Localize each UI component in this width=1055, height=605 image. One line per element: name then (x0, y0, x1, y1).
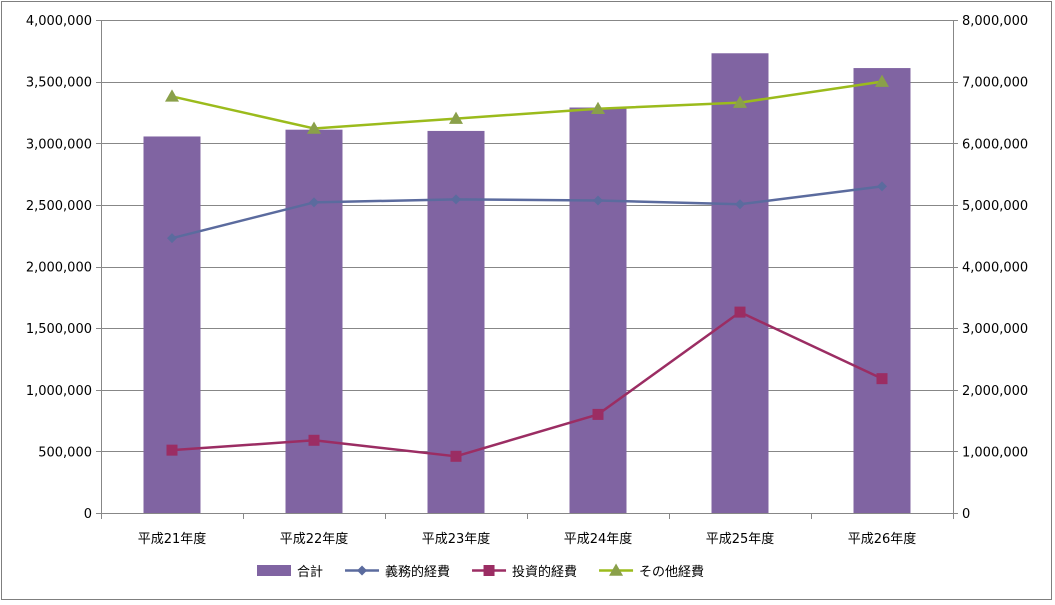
legend-marker-4 (609, 563, 624, 576)
y-tick-label-right-7: 7,000,000 (962, 76, 1028, 91)
point-2-5 (734, 306, 746, 318)
y-tick-label-left-8: 4,000,000 (26, 14, 92, 29)
y-tick-label-right-6: 6,000,000 (962, 137, 1028, 152)
bar-1 (143, 136, 201, 513)
y-tick-label-right-5: 5,000,000 (962, 199, 1028, 214)
point-3-5 (733, 95, 747, 108)
series-line-1 (171, 185, 883, 240)
line-series (165, 74, 889, 462)
y-tick-label-right-1: 1,000,000 (962, 445, 1028, 460)
x-tick-label-1: 平成21年度 (138, 531, 207, 547)
legend-label-3: 投資的経費 (512, 564, 577, 580)
bar-series (143, 53, 911, 514)
point-2-6 (876, 373, 888, 385)
legend-label-2: 義務的経費 (385, 564, 450, 580)
point-1-2 (309, 197, 319, 208)
y-tick-label-right-8: 8,000,000 (962, 14, 1028, 29)
bar-5 (711, 53, 769, 514)
point-1-3 (451, 194, 461, 205)
legend-marker-3 (483, 565, 495, 576)
y-tick-label-left-7: 3,500,000 (26, 76, 92, 91)
legend-label-4: その他経費 (639, 565, 704, 580)
y-tick-label-left-1: 500,000 (38, 445, 92, 460)
y-tick-label-left-0: 0 (84, 507, 92, 522)
point-1-6 (877, 181, 887, 192)
legend-label-1: 合計 (297, 564, 323, 580)
bar-6 (853, 68, 911, 513)
legend-item-1: 合計 (257, 564, 323, 580)
y-tick-label-left-2: 1,000,000 (26, 384, 92, 399)
x-tick-label-4: 平成24年度 (564, 531, 633, 547)
point-1-1 (167, 233, 177, 244)
point-1-5 (735, 199, 745, 210)
point-3-6 (875, 74, 889, 87)
bar-4 (569, 107, 627, 513)
y-tick-label-left-3: 1,500,000 (26, 322, 92, 337)
legend-item-2: 義務的経費 (345, 564, 450, 580)
series-line-3 (171, 80, 883, 130)
y-tick-label-right-2: 2,000,000 (962, 384, 1028, 399)
series-3 (165, 74, 889, 134)
legend-item-4: その他経費 (599, 563, 704, 580)
x-tick-label-5: 平成25年度 (706, 531, 775, 547)
legend-item-3: 投資的経費 (472, 564, 577, 580)
legend-marker-2 (357, 565, 368, 576)
point-3-2 (307, 121, 321, 134)
x-tick-label-6: 平成26年度 (848, 531, 917, 547)
legend-swatch-1 (257, 565, 291, 576)
point-2-2 (308, 434, 320, 446)
gridlines (101, 20, 953, 452)
point-3-1 (165, 89, 179, 102)
axes: 0 500,000 1,000,000 1,500,000 2,000,000 2,500… (26, 14, 1028, 547)
series-line-2 (171, 310, 883, 458)
x-tick-label-3: 平成23年度 (422, 531, 491, 547)
y-tick-label-right-0: 0 (962, 507, 970, 522)
series-2 (166, 306, 888, 462)
point-3-4 (591, 101, 605, 114)
point-1-4 (593, 195, 603, 206)
x-tick-label-2: 平成22年度 (280, 531, 349, 547)
y-tick-label-right-4: 4,000,000 (962, 261, 1028, 276)
series-1 (167, 181, 887, 244)
bar-2 (285, 129, 343, 513)
point-2-3 (450, 450, 462, 462)
y-tick-label-left-6: 3,000,000 (26, 137, 92, 152)
y-tick-label-left-4: 2,000,000 (26, 261, 92, 276)
y-tick-label-left-5: 2,500,000 (26, 199, 92, 214)
point-2-1 (166, 444, 178, 456)
point-2-4 (592, 408, 604, 420)
legend: 合計 義務的経費 投資的経費 その他経費 (257, 563, 704, 580)
y-tick-label-right-3: 3,000,000 (962, 322, 1028, 337)
point-3-3 (449, 111, 463, 124)
